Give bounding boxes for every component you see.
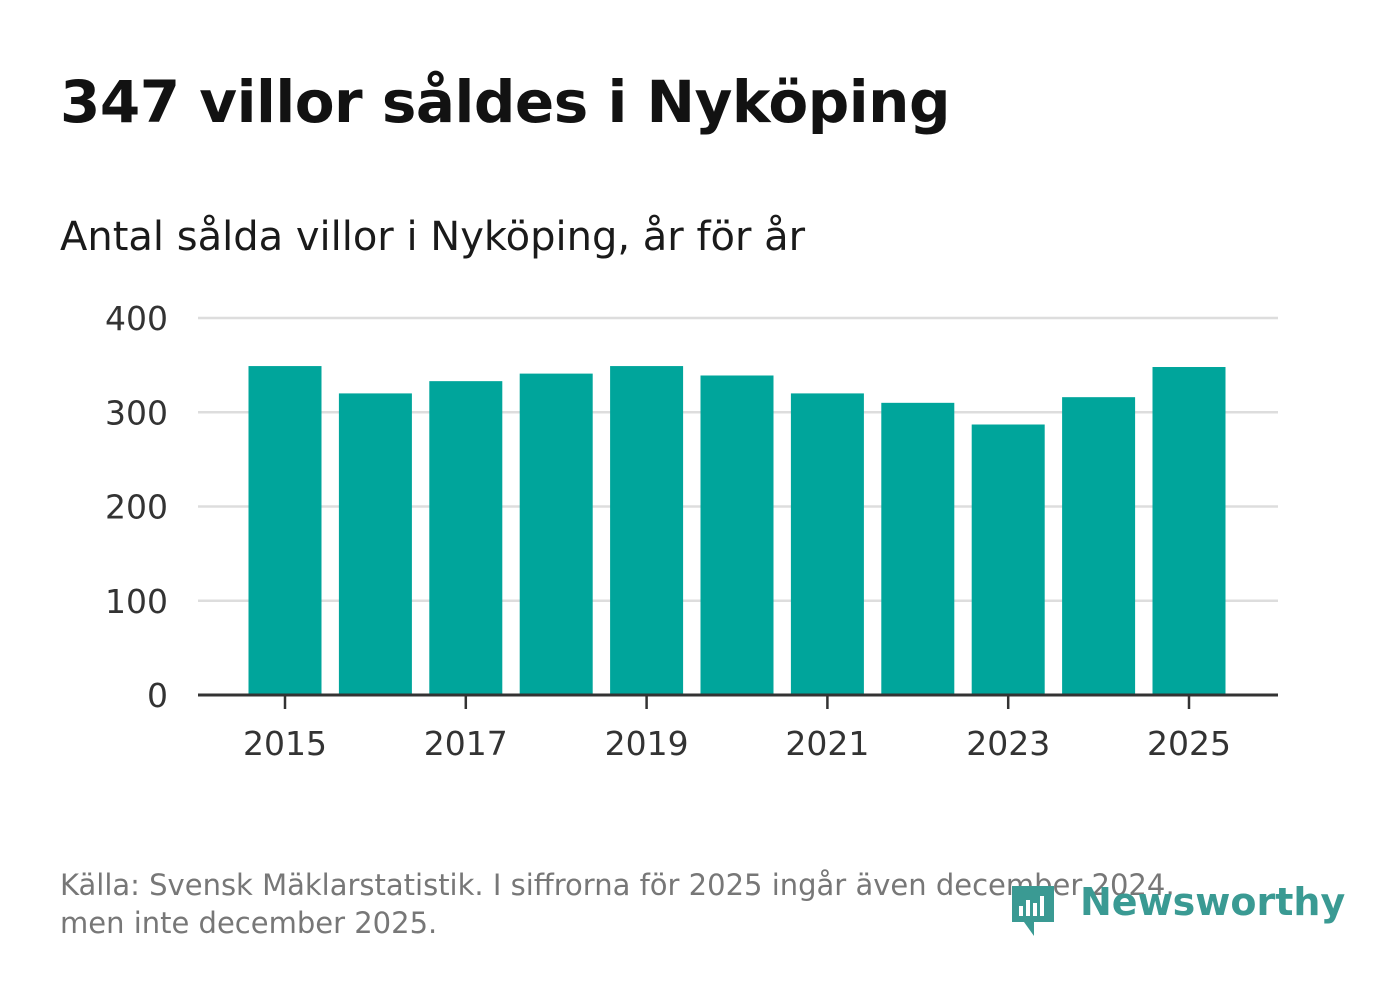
bar-2016 — [338, 393, 412, 695]
y-tick-label: 300 — [105, 393, 168, 432]
source-line-1: Källa: Svensk Mäklarstatistik. I siffror… — [60, 868, 1175, 902]
bar-2020 — [700, 375, 774, 695]
bar-2021 — [790, 393, 864, 695]
y-tick-label: 100 — [105, 582, 168, 621]
brand-name: Newsworthy — [1080, 880, 1346, 924]
source-line-2: men inte december 2025. — [60, 906, 438, 940]
bar-2022 — [881, 402, 955, 695]
y-axis-ticks: 0 100 200 300 400 — [105, 299, 168, 715]
x-axis-ticks: 2015 2017 2019 2021 2023 2025 — [243, 695, 1231, 763]
x-tick-label: 2023 — [966, 724, 1050, 763]
y-tick-label: 400 — [105, 299, 168, 338]
bar-2025 — [1152, 367, 1226, 695]
bar-2019 — [610, 366, 684, 695]
bar-2018 — [519, 373, 593, 695]
bar-2023 — [971, 424, 1045, 695]
y-tick-label: 0 — [147, 676, 168, 715]
source-note: Källa: Svensk Mäklarstatistik. I siffror… — [60, 866, 1260, 942]
newsworthy-logo[interactable]: Newsworthy — [1008, 874, 1345, 944]
chart-subtitle: Antal sålda villor i Nyköping, år för år — [60, 214, 806, 260]
newsworthy-logo-icon — [1012, 886, 1054, 936]
x-tick-label: 2025 — [1147, 724, 1231, 763]
bar-2024 — [1062, 397, 1136, 695]
x-tick-label: 2021 — [785, 724, 869, 763]
y-tick-label: 200 — [105, 488, 168, 527]
x-tick-label: 2019 — [605, 724, 689, 763]
x-tick-label: 2015 — [243, 724, 327, 763]
bar-2017 — [429, 381, 503, 695]
x-tick-label: 2017 — [424, 724, 508, 763]
bars — [248, 366, 1226, 695]
bar-2015 — [248, 366, 322, 695]
chart-title: 347 villor såldes i Nyköping — [60, 68, 950, 136]
